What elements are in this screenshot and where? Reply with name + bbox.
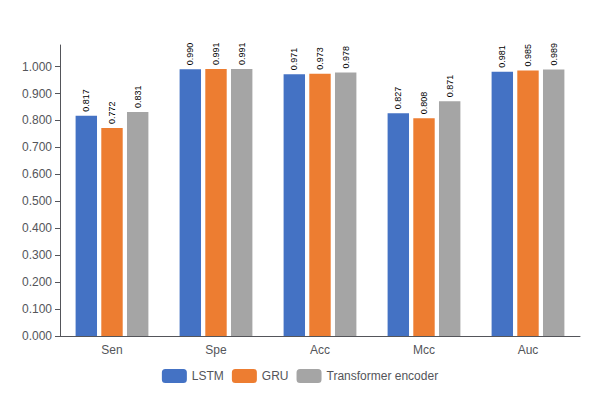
svg-text:0.978: 0.978 — [341, 46, 351, 69]
svg-text:0.000: 0.000 — [22, 329, 52, 343]
svg-text:GRU: GRU — [262, 369, 289, 383]
svg-text:Acc: Acc — [310, 343, 330, 357]
svg-text:0.991: 0.991 — [237, 42, 247, 65]
svg-text:Spe: Spe — [205, 343, 227, 357]
svg-text:0.400: 0.400 — [22, 221, 52, 235]
svg-text:0.971: 0.971 — [289, 48, 299, 71]
svg-text:0.989: 0.989 — [549, 43, 559, 66]
svg-text:0.808: 0.808 — [419, 92, 429, 115]
svg-text:0.817: 0.817 — [81, 89, 91, 112]
svg-text:Sen: Sen — [101, 343, 122, 357]
svg-text:0.772: 0.772 — [107, 101, 117, 124]
svg-text:LSTM: LSTM — [192, 369, 224, 383]
svg-text:1.000: 1.000 — [22, 60, 52, 74]
svg-text:0.973: 0.973 — [315, 47, 325, 70]
svg-text:0.831: 0.831 — [133, 86, 143, 109]
svg-text:0.600: 0.600 — [22, 167, 52, 181]
svg-text:0.990: 0.990 — [185, 43, 195, 66]
svg-text:0.700: 0.700 — [22, 140, 52, 154]
svg-text:0.900: 0.900 — [22, 87, 52, 101]
svg-text:0.991: 0.991 — [211, 42, 221, 65]
svg-text:0.100: 0.100 — [22, 302, 52, 316]
svg-text:0.500: 0.500 — [22, 194, 52, 208]
svg-text:0.871: 0.871 — [445, 75, 455, 98]
svg-text:0.985: 0.985 — [523, 44, 533, 67]
svg-text:Mcc: Mcc — [413, 343, 435, 357]
svg-text:0.300: 0.300 — [22, 248, 52, 262]
svg-text:0.981: 0.981 — [497, 45, 507, 68]
svg-text:0.827: 0.827 — [393, 87, 403, 110]
svg-text:Auc: Auc — [518, 343, 539, 357]
svg-text:Transformer encoder: Transformer encoder — [327, 369, 439, 383]
svg-text:0.800: 0.800 — [22, 113, 52, 127]
svg-text:0.200: 0.200 — [22, 275, 52, 289]
